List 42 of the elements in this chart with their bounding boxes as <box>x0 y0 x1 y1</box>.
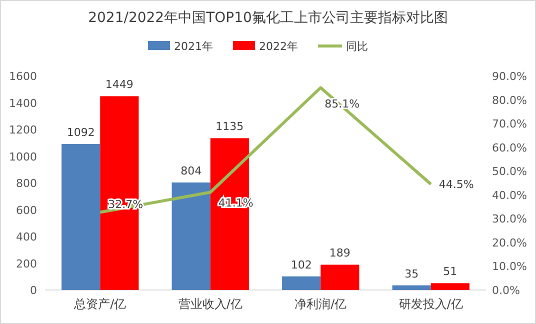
legend-label: 2021年 <box>174 40 213 53</box>
data-label: 51 <box>443 265 458 278</box>
data-label: 804 <box>180 164 202 178</box>
data-label: 1449 <box>105 78 134 92</box>
y2-tick-label: 50.0% <box>492 165 527 178</box>
data-label: 44.5% <box>438 178 474 192</box>
y-tick-label: 0 <box>30 284 37 297</box>
data-label: 1092 <box>66 126 95 139</box>
y-tick-label: 400 <box>16 230 37 244</box>
bar <box>282 276 321 290</box>
x-tick-label: 研发投入/亿 <box>398 297 463 311</box>
x-tick-label: 净利润/亿 <box>294 297 347 311</box>
y2-tick-label: 10.0% <box>492 260 527 274</box>
data-label: 102 <box>290 258 312 272</box>
bar <box>392 285 431 290</box>
x-tick-label: 营业收入/亿 <box>178 297 242 311</box>
y2-tick-label: 80.0% <box>492 94 527 107</box>
y-tick-label: 200 <box>16 257 37 270</box>
bar <box>320 264 360 290</box>
y2-tick-label: 40.0% <box>492 188 527 202</box>
bar <box>62 144 100 290</box>
y-tick-label: 1600 <box>9 70 37 83</box>
y2-tick-label: 70.0% <box>492 118 527 131</box>
data-label: 35 <box>404 267 419 280</box>
y2-tick-label: 60.0% <box>492 141 527 154</box>
y2-tick-label: 90.0% <box>492 70 527 83</box>
y-tick-label: 1400 <box>9 96 37 110</box>
data-label: 1135 <box>216 120 244 134</box>
y2-tick-label: 20.0% <box>492 236 527 250</box>
y2-tick-label: 30.0% <box>492 212 527 226</box>
y-tick-label: 1200 <box>9 124 37 136</box>
legend-label: 2022年 <box>259 40 298 53</box>
x-tick-label: 总资产/亿 <box>73 297 126 311</box>
legend-label: 同比 <box>346 40 368 53</box>
bar <box>172 182 210 290</box>
data-label: 189 <box>329 246 350 260</box>
chart-title: 2021/2022年中国TOP10氟化工上市公司主要指标对比图 <box>88 10 448 26</box>
y-tick-label: 600 <box>16 204 37 217</box>
y-tick-label: 800 <box>16 177 37 190</box>
y-tick-label: 1000 <box>9 150 37 164</box>
bar <box>430 283 470 290</box>
y2-tick-label: 0.0% <box>492 284 520 297</box>
